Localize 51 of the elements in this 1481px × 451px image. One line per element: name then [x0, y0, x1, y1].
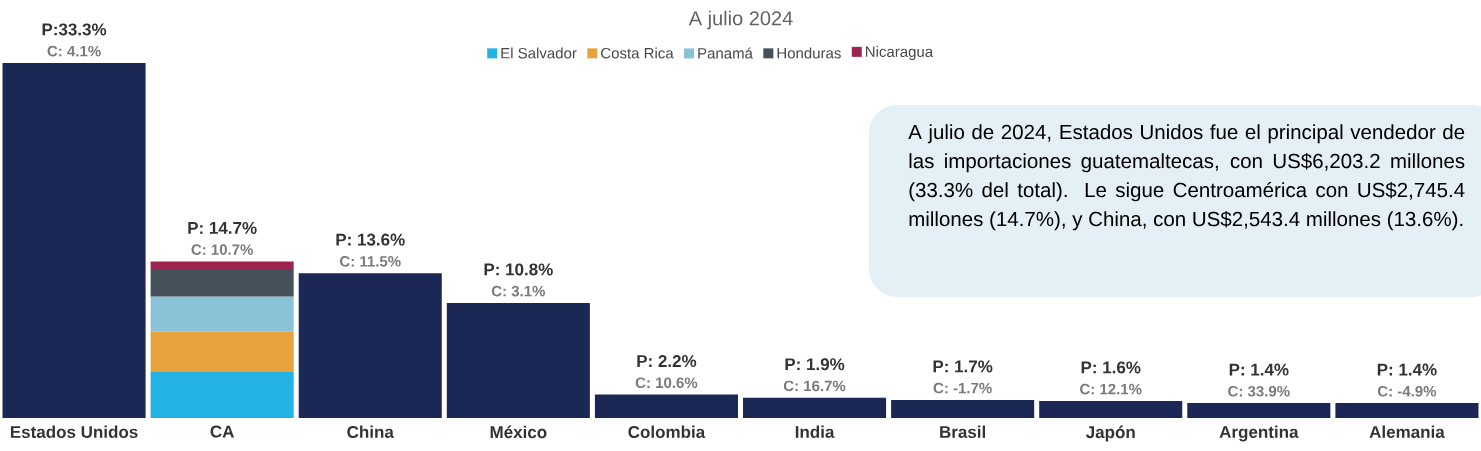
annotation: C: 3.1%: [491, 285, 546, 297]
x-tick-label: CA: [210, 425, 234, 438]
annotation: P: 1.9%: [785, 358, 845, 371]
annotation: C: 33.9%: [1228, 385, 1290, 397]
x-tick-label: China: [347, 425, 394, 439]
annotation: P: 1.6%: [1081, 361, 1141, 374]
bar: [2, 63, 146, 418]
x-tick-label: Alemania: [1369, 425, 1445, 439]
bar: [1039, 400, 1183, 418]
annotation: P: 14.7%: [188, 221, 257, 234]
bar: [446, 302, 590, 418]
annotation: P: 13.6%: [336, 233, 405, 246]
bar: [150, 371, 294, 418]
bar: [1335, 403, 1479, 418]
x-tick-label: México: [490, 425, 547, 439]
x-tick-label: Japón: [1085, 425, 1135, 442]
bar: [298, 273, 442, 418]
bar: [150, 261, 294, 269]
annotation: C: 16.7%: [783, 380, 846, 392]
x-tick-label: India: [795, 425, 835, 439]
annotation: P:33.3%: [42, 23, 107, 36]
annotation: A julio de 2024, Estados Unidos fue el principal vendedor de las importaciones guatemaltecas, con US$6,203.2 millones (33.3% del total). Le sigue Centroamérica con US$2,745.4 millones (14.7%), y China, con US$2,543.4 millones (13.6%).: [908, 124, 1465, 231]
annotation: C: 12.1%: [1080, 383, 1142, 395]
annotation: P: 10.8%: [484, 263, 553, 276]
bar: [150, 331, 294, 372]
annotation: C: 10.7%: [191, 244, 253, 255]
bar: [150, 268, 294, 297]
bar: [891, 399, 1035, 418]
legend-label: Costa Rica: [601, 47, 674, 59]
x-tick-label: Colombia: [628, 425, 706, 439]
legend-label: Honduras: [777, 47, 841, 59]
bar: [150, 296, 294, 332]
annotation: C: -4.9%: [1377, 385, 1437, 397]
annotation: P: 1.7%: [933, 360, 993, 373]
annotation: C: -1.7%: [933, 382, 992, 394]
legend-label: Panamá: [698, 47, 753, 59]
x-tick-label: Argentina: [1219, 425, 1299, 442]
legend-label: El Salvador: [501, 47, 577, 59]
bar: [1187, 403, 1331, 418]
legend-label: Nicaragua: [866, 46, 934, 60]
chart-subtitle: A julio 2024: [688, 10, 793, 30]
annotation: P: 1.4%: [1229, 363, 1289, 376]
bar: [743, 397, 887, 418]
x-tick-label: Estados Unidos: [10, 425, 138, 439]
annotation: P: 1.4%: [1377, 363, 1437, 376]
annotation: C: 4.1%: [47, 45, 101, 57]
annotation: P: 2.2%: [637, 355, 697, 368]
bar: [594, 394, 738, 418]
x-tick-label: Brasil: [940, 425, 986, 439]
annotation: C: 11.5%: [340, 256, 401, 267]
annotation: C: 10.6%: [635, 377, 698, 389]
